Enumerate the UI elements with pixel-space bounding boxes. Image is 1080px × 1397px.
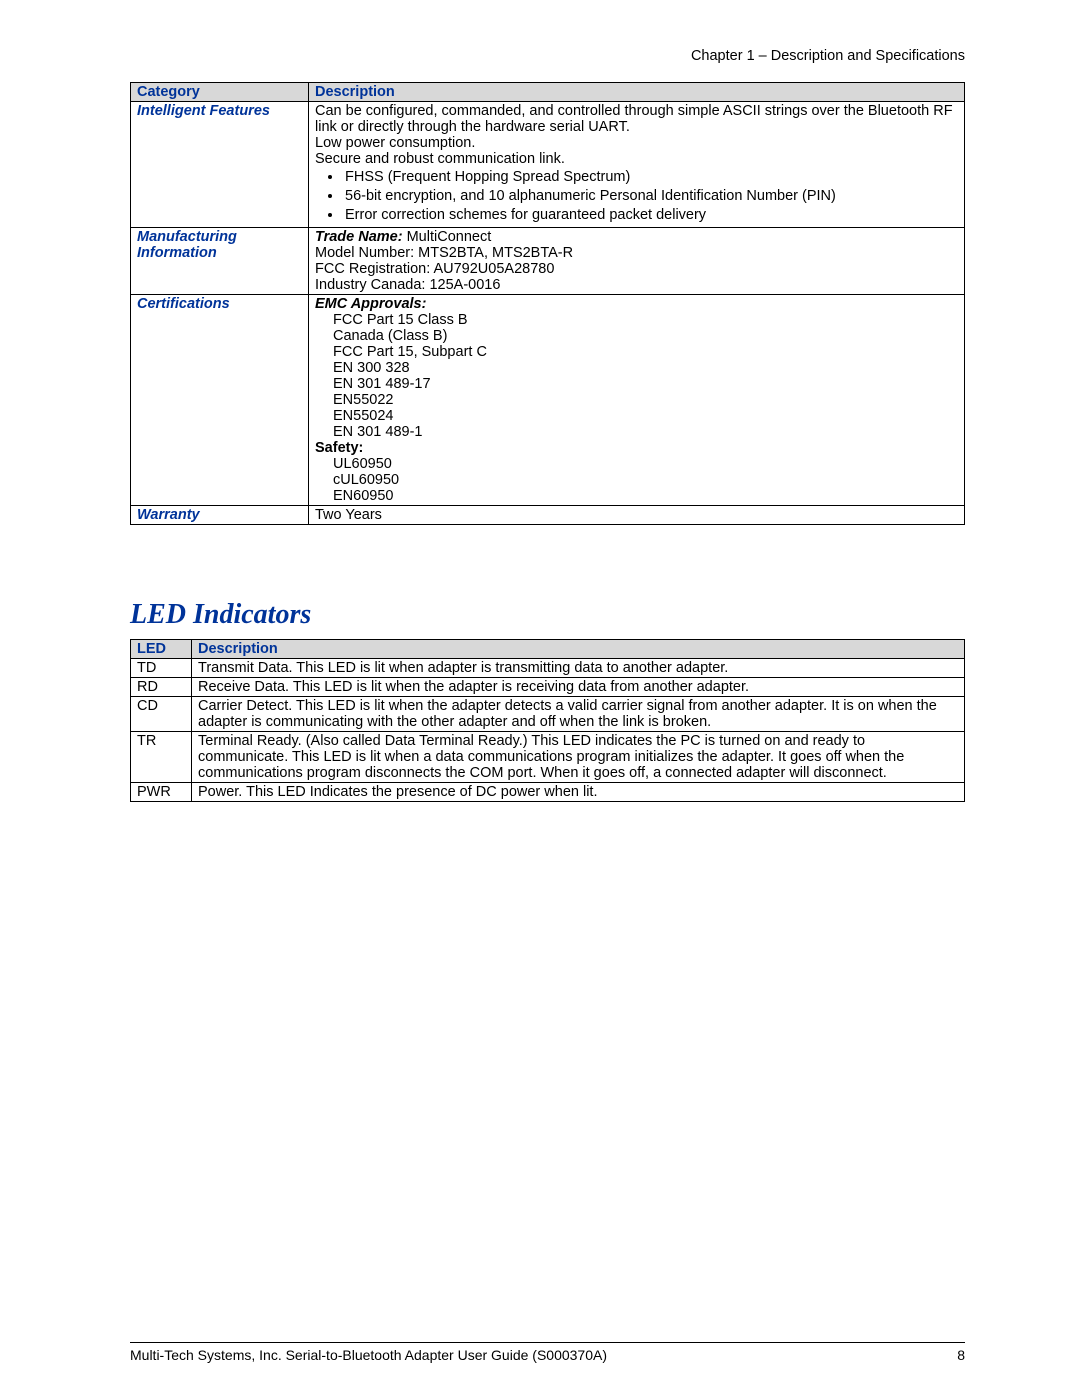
category-label: Intelligent Features bbox=[131, 102, 309, 228]
section-title: LED Indicators bbox=[130, 599, 965, 631]
table-row: CD Carrier Detect. This LED is lit when … bbox=[131, 697, 965, 732]
text-line: FCC Registration: AU792U05A28780 bbox=[315, 261, 554, 277]
led-indicators-table: LED Description TD Transmit Data. This L… bbox=[130, 639, 965, 802]
text-line: EN55024 bbox=[315, 408, 958, 424]
category-description: Trade Name: MultiConnect Model Number: M… bbox=[309, 228, 965, 295]
emc-approvals-label: EMC Approvals: bbox=[315, 296, 426, 312]
category-description: Can be configured, commanded, and contro… bbox=[309, 102, 965, 228]
led-name: PWR bbox=[131, 783, 192, 802]
safety-label: Safety: bbox=[315, 440, 363, 456]
col-led-header: LED bbox=[131, 640, 192, 659]
text-line: Can be configured, commanded, and contro… bbox=[315, 103, 953, 135]
page-footer: Multi-Tech Systems, Inc. Serial-to-Bluet… bbox=[130, 1342, 965, 1363]
text-line: cUL60950 bbox=[315, 472, 958, 488]
text-line: Low power consumption. bbox=[315, 135, 475, 151]
text-line: EN 300 328 bbox=[315, 360, 958, 376]
text-line: EN60950 bbox=[315, 488, 958, 504]
list-item: FHSS (Frequent Hopping Spread Spectrum) bbox=[343, 169, 958, 185]
list-item: Error correction schemes for guaranteed … bbox=[343, 207, 958, 223]
led-name: CD bbox=[131, 697, 192, 732]
table-row: Certifications EMC Approvals: FCC Part 1… bbox=[131, 295, 965, 506]
footer-text: Multi-Tech Systems, Inc. Serial-to-Bluet… bbox=[130, 1347, 607, 1363]
category-label: Manufacturing Information bbox=[131, 228, 309, 295]
category-label: Warranty bbox=[131, 506, 309, 525]
led-name: TD bbox=[131, 659, 192, 678]
specifications-table: Category Description Intelligent Feature… bbox=[130, 82, 965, 525]
table-row: Manufacturing Information Trade Name: Mu… bbox=[131, 228, 965, 295]
table-row: RD Receive Data. This LED is lit when th… bbox=[131, 678, 965, 697]
text-line: Secure and robust communication link. bbox=[315, 151, 565, 167]
col-description-header: Description bbox=[192, 640, 965, 659]
text-line: FCC Part 15 Class B bbox=[315, 312, 958, 328]
led-description: Terminal Ready. (Also called Data Termin… bbox=[192, 732, 965, 783]
led-description: Carrier Detect. This LED is lit when the… bbox=[192, 697, 965, 732]
table-row: PWR Power. This LED Indicates the presen… bbox=[131, 783, 965, 802]
led-description: Transmit Data. This LED is lit when adap… bbox=[192, 659, 965, 678]
text-line: FCC Part 15, Subpart C bbox=[315, 344, 958, 360]
led-description: Receive Data. This LED is lit when the a… bbox=[192, 678, 965, 697]
led-name: TR bbox=[131, 732, 192, 783]
text-line: Industry Canada: 125A-0016 bbox=[315, 277, 500, 293]
led-description: Power. This LED Indicates the presence o… bbox=[192, 783, 965, 802]
table-row: Intelligent Features Can be configured, … bbox=[131, 102, 965, 228]
text-line: UL60950 bbox=[315, 456, 958, 472]
text-line: EN55022 bbox=[315, 392, 958, 408]
text-line: EN 301 489-1 bbox=[315, 424, 958, 440]
list-item: 56-bit encryption, and 10 alphanumeric P… bbox=[343, 188, 958, 204]
trade-name-value: MultiConnect bbox=[403, 229, 492, 245]
page-number: 8 bbox=[957, 1347, 965, 1363]
trade-name-label: Trade Name: bbox=[315, 229, 403, 245]
col-description-header: Description bbox=[309, 83, 965, 102]
col-category-header: Category bbox=[131, 83, 309, 102]
table-row: Warranty Two Years bbox=[131, 506, 965, 525]
category-label: Certifications bbox=[131, 295, 309, 506]
table-row: TD Transmit Data. This LED is lit when a… bbox=[131, 659, 965, 678]
text-line: Model Number: MTS2BTA, MTS2BTA-R bbox=[315, 245, 573, 261]
table-row: TR Terminal Ready. (Also called Data Ter… bbox=[131, 732, 965, 783]
category-description: EMC Approvals: FCC Part 15 Class B Canad… bbox=[309, 295, 965, 506]
text-line: EN 301 489-17 bbox=[315, 376, 958, 392]
chapter-header: Chapter 1 – Description and Specificatio… bbox=[130, 48, 965, 64]
text-line: Canada (Class B) bbox=[315, 328, 958, 344]
category-description: Two Years bbox=[309, 506, 965, 525]
led-name: RD bbox=[131, 678, 192, 697]
